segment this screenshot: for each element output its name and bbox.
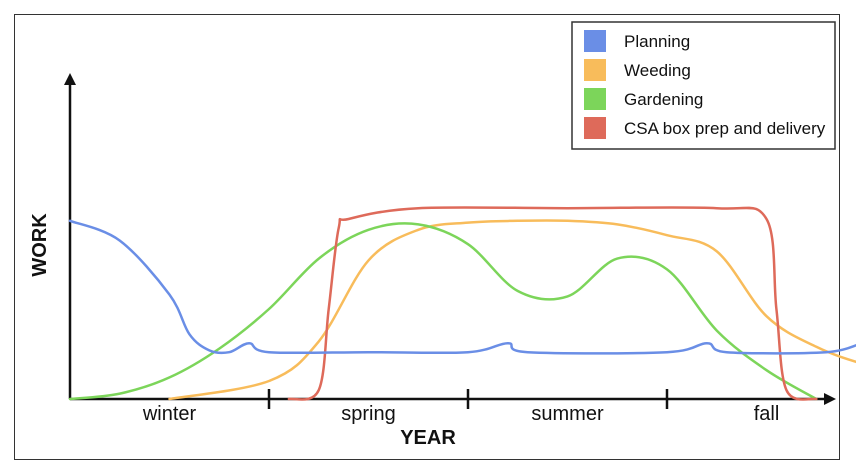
legend-swatch-planning xyxy=(584,30,606,52)
axes xyxy=(64,73,836,409)
y-axis-arrow xyxy=(64,73,76,85)
chart-frame xyxy=(14,14,840,460)
x-tick-label: winter xyxy=(142,403,197,425)
series-line-weeding xyxy=(168,219,856,401)
x-axis-arrow xyxy=(824,393,836,405)
legend: Planning Weeding Gardening CSA box prep and… xyxy=(571,21,836,150)
x-tick-label: summer xyxy=(531,403,604,425)
legend-swatch-csa-box-prep-and-delivery xyxy=(584,117,606,139)
y-axis-label: WORK xyxy=(29,213,51,277)
series-lines xyxy=(68,206,856,401)
series-line-planning xyxy=(68,219,856,355)
legend-swatch-gardening xyxy=(584,88,606,110)
legend-label-planning: Planning xyxy=(624,32,690,51)
legend-label-gardening: Gardening xyxy=(624,90,703,109)
legend-label-weeding: Weeding xyxy=(624,61,691,80)
series-line-csa-box-prep-and-delivery xyxy=(287,206,818,401)
x-tick-labels: winter spring summer fall xyxy=(142,403,779,425)
x-axis-label: YEAR xyxy=(400,427,456,449)
legend-label-csa-box-prep-and-delivery: CSA box prep and delivery xyxy=(624,119,826,138)
x-tick-label: spring xyxy=(341,403,395,425)
series-line-gardening xyxy=(68,222,818,401)
x-tick-label: fall xyxy=(754,403,780,425)
legend-swatch-weeding xyxy=(584,59,606,81)
legend-box xyxy=(571,21,836,150)
